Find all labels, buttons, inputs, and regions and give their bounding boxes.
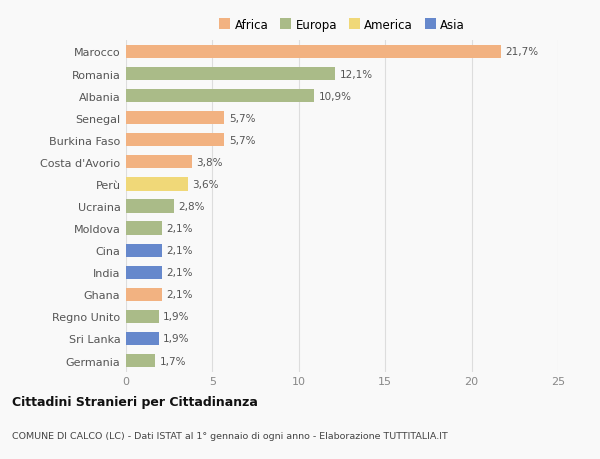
Text: 3,8%: 3,8%	[196, 157, 223, 168]
Bar	[126, 244, 162, 257]
Bar	[126, 266, 162, 279]
Bar	[126, 178, 188, 191]
Text: 21,7%: 21,7%	[505, 47, 538, 57]
Text: 5,7%: 5,7%	[229, 113, 256, 123]
Bar	[126, 200, 175, 213]
Bar	[126, 332, 159, 345]
Text: 2,1%: 2,1%	[167, 290, 193, 300]
Text: 1,9%: 1,9%	[163, 334, 190, 344]
Legend: Africa, Europa, America, Asia: Africa, Europa, America, Asia	[219, 19, 465, 32]
Text: 1,9%: 1,9%	[163, 312, 190, 322]
Bar	[126, 310, 159, 323]
Text: 10,9%: 10,9%	[319, 91, 352, 101]
Bar	[126, 354, 155, 367]
Text: 2,1%: 2,1%	[167, 246, 193, 256]
Bar	[126, 90, 314, 103]
Text: 12,1%: 12,1%	[340, 69, 373, 79]
Text: Cittadini Stranieri per Cittadinanza: Cittadini Stranieri per Cittadinanza	[12, 395, 258, 408]
Text: 3,6%: 3,6%	[193, 179, 219, 190]
Text: 2,1%: 2,1%	[167, 268, 193, 278]
Bar	[126, 288, 162, 301]
Text: 1,7%: 1,7%	[160, 356, 186, 366]
Bar	[126, 68, 335, 81]
Bar	[126, 156, 191, 169]
Bar	[126, 222, 162, 235]
Text: COMUNE DI CALCO (LC) - Dati ISTAT al 1° gennaio di ogni anno - Elaborazione TUTT: COMUNE DI CALCO (LC) - Dati ISTAT al 1° …	[12, 431, 448, 441]
Text: 2,8%: 2,8%	[179, 202, 205, 212]
Bar	[126, 134, 224, 147]
Bar	[126, 112, 224, 125]
Text: 5,7%: 5,7%	[229, 135, 256, 146]
Text: 2,1%: 2,1%	[167, 224, 193, 234]
Bar	[126, 46, 501, 59]
